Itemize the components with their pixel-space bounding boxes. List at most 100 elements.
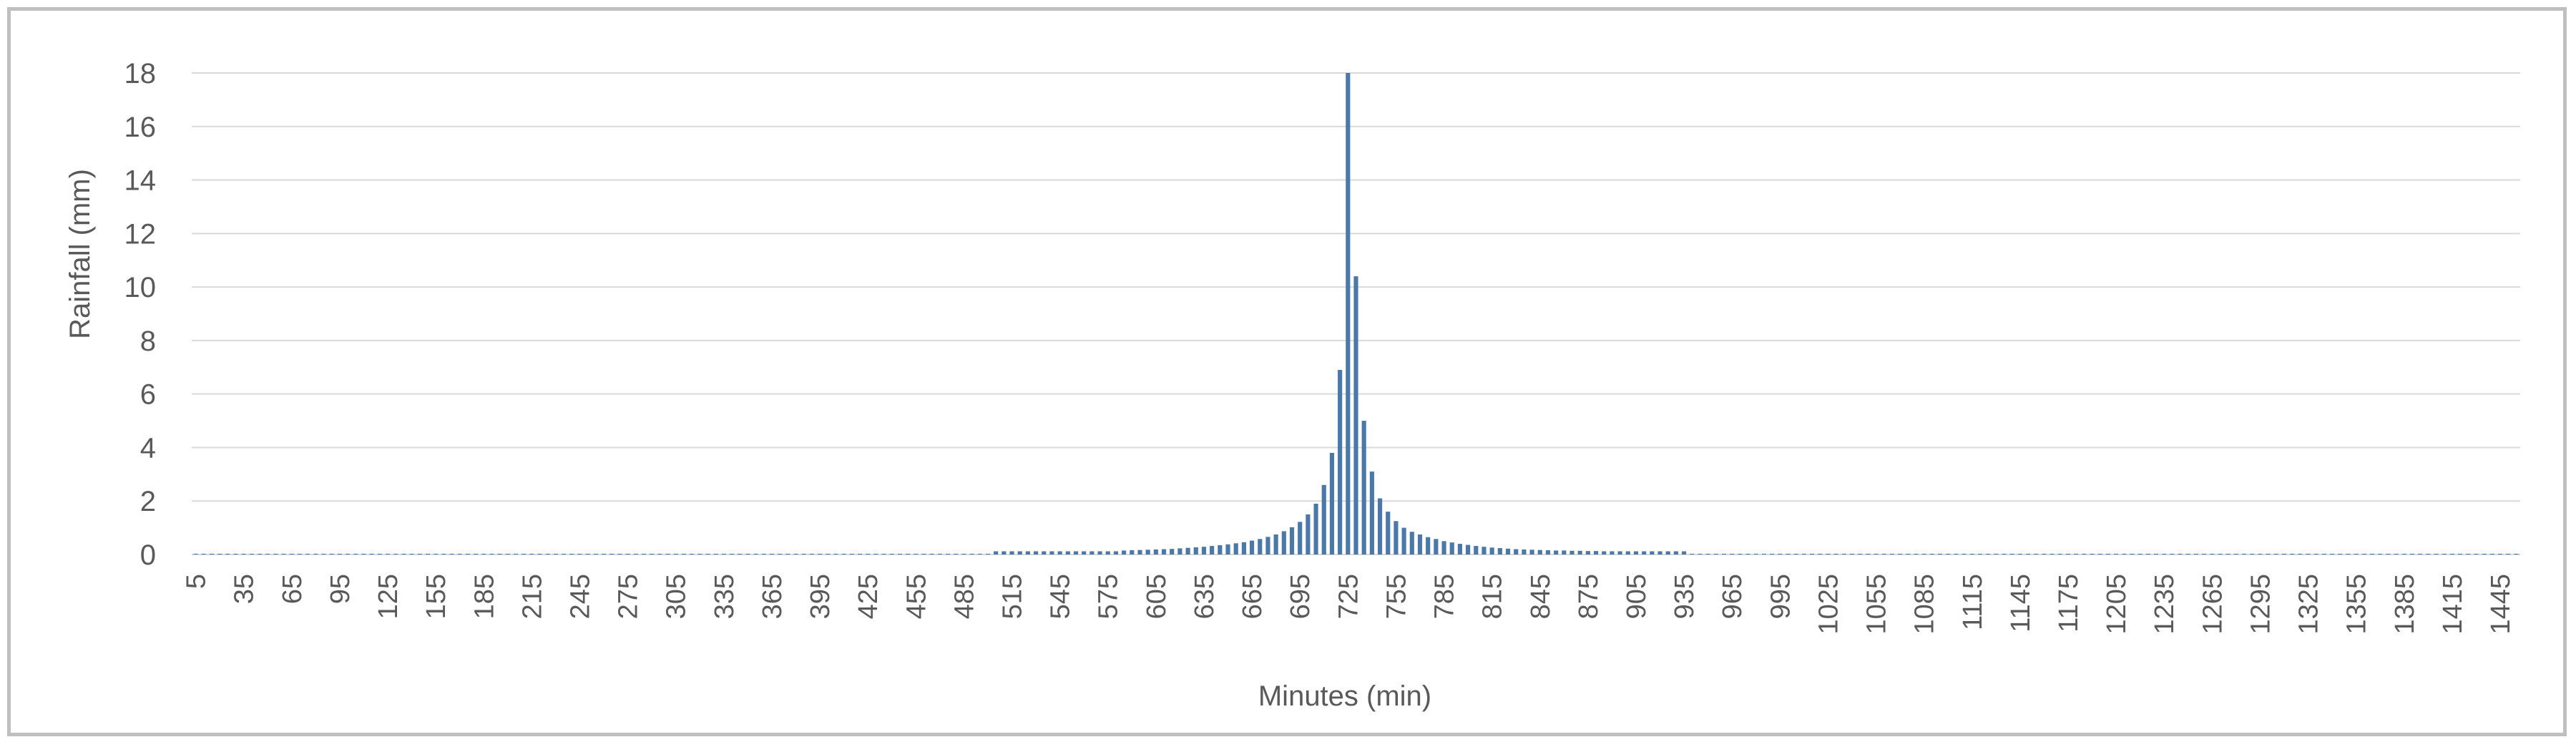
x-tick-label: 365 [758,574,788,619]
bar [2017,553,2022,555]
bars [193,73,2519,555]
bar [1866,553,1871,555]
bar [738,553,743,555]
bar [2034,553,2039,555]
bar [657,553,662,555]
bar [2218,553,2223,555]
bar [833,553,838,555]
x-tick-label: 1085 [1910,574,1940,635]
bar [457,553,462,555]
bar [1434,539,1439,555]
bar [2137,553,2142,555]
bar [1721,553,1727,555]
bar [1394,521,1399,555]
bar [881,553,886,555]
bar [2178,553,2183,555]
x-tick-label: 725 [1333,574,1363,619]
bar [1833,553,1838,555]
bar [1745,553,1750,555]
x-tick-label: 575 [1094,574,1124,619]
bar [1065,551,1070,555]
bar [529,553,534,555]
bar [297,553,303,555]
bar [474,553,479,555]
bar [489,553,494,555]
bar [521,553,527,555]
bar [201,553,206,555]
bar [1449,542,1454,555]
bar [1786,553,1791,555]
bar [289,553,294,555]
bar [2386,553,2391,555]
bar [1682,551,1687,555]
bar [2266,553,2271,555]
bar [1545,550,1551,555]
bar [769,553,775,555]
x-tick-label: 1235 [2150,574,2180,635]
bar [1001,551,1007,555]
bar [497,553,502,555]
bar [2378,553,2383,555]
bar [1577,550,1582,555]
bar [1049,551,1054,555]
bar [425,553,431,555]
bar [889,553,894,555]
bar [593,553,598,555]
bar [1698,553,1703,555]
bar [569,553,574,555]
bar [1474,546,1479,555]
x-tick-label: 65 [278,574,308,604]
bar [2321,553,2327,555]
bar [1489,547,1494,555]
bar [2514,553,2519,555]
bar [1289,527,1295,555]
bar [665,553,670,555]
bar [1369,472,1374,555]
bar [217,553,222,555]
bar [1994,553,1999,555]
bar [1457,544,1462,555]
bar [241,553,246,555]
bar [2002,553,2007,555]
bar [2306,553,2311,555]
bar [873,553,878,555]
bar [1874,553,1879,555]
bar [1057,551,1062,555]
bar [625,553,630,555]
bar [1313,503,1318,555]
bar [617,553,622,555]
bar [1770,553,1775,555]
bar [1089,551,1094,555]
bar [1881,553,1886,555]
bar [1497,548,1502,555]
bar [1537,550,1542,555]
bar [465,553,470,555]
bar [265,553,270,555]
bar [985,553,991,555]
bar [2369,553,2375,555]
bar [897,553,902,555]
bar [1937,553,1943,555]
y-tick-label: 8 [140,326,156,357]
bar [1201,547,1207,555]
bar [2313,553,2318,555]
bar [641,553,647,555]
bar [849,553,854,555]
bar [2489,553,2494,555]
bar [801,553,806,555]
bar [1281,531,1286,555]
bar [929,553,934,555]
bar [2426,553,2431,555]
bar [537,553,542,555]
y-tick-label: 16 [124,112,157,143]
bar [1321,484,1326,555]
bar [313,553,318,555]
bar [650,553,655,555]
bar [2258,553,2263,555]
bar [1097,551,1102,555]
bar [2281,553,2287,555]
bar [1338,370,1343,555]
bar [1665,551,1670,555]
bar [2273,553,2278,555]
bar [1906,553,1911,555]
